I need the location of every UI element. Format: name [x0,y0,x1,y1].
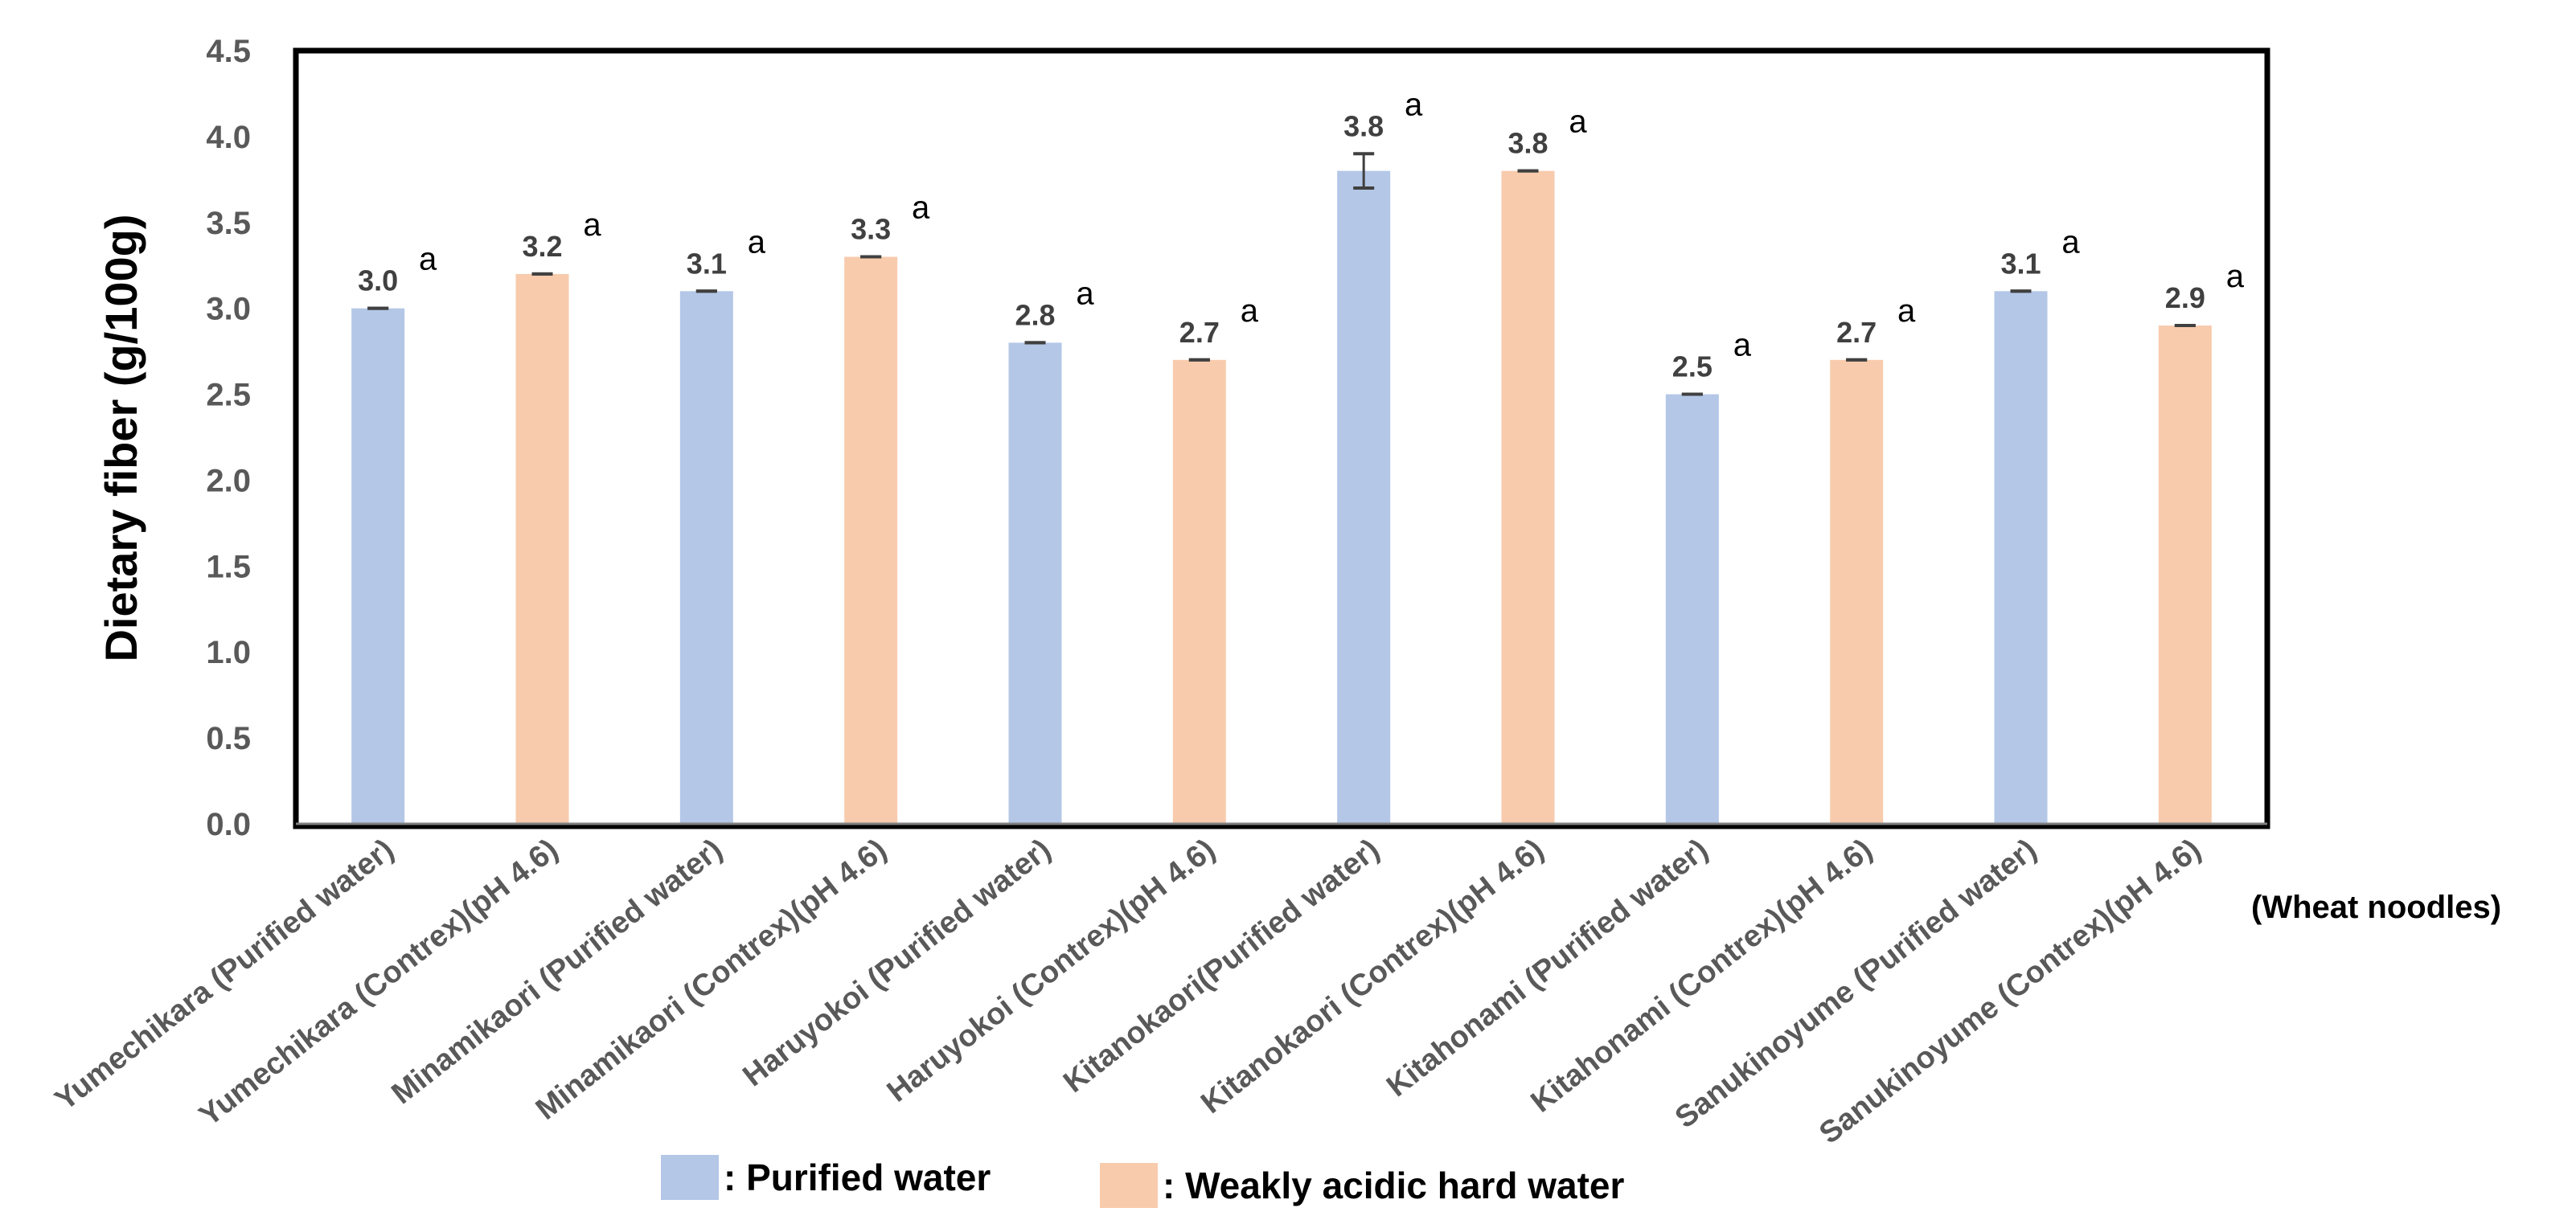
bar [1994,291,2048,824]
significance-letter: a [2061,224,2080,260]
legend-label: : Weakly acidic hard water [1163,1165,1624,1206]
significance-letter: a [912,190,930,226]
x-tick-label: Kitahonami (Contrex)(pH 4.6) [1525,833,1879,1120]
y-axis-title: Dietary fiber (g/100g) [96,214,146,661]
legend-swatch [1100,1163,1158,1208]
bar [679,291,733,824]
x-tick-label: Haruyokoi (Contrex)(pH 4.6) [881,833,1222,1109]
significance-letter: a [1569,104,1587,140]
x-tick-label: Kitahonami (Purified water) [1380,833,1714,1103]
error-bar [1353,152,1375,190]
bar [515,273,569,824]
y-tick-label: 4.0 [206,120,251,155]
bar [1172,359,1226,824]
legend-swatch [661,1155,719,1200]
x-tick-label: Sanukinoyume (Purified water) [1669,833,2043,1135]
data-label: 3.1 [687,247,727,280]
y-tick-label: 3.5 [206,206,251,241]
data-label: 3.2 [522,230,562,263]
data-label: 2.7 [1836,316,1877,349]
bar [844,256,898,824]
significance-letter: a [1241,293,1259,329]
x-tick-label: Kitanokaori(Purified water) [1057,833,1386,1099]
data-label: 3.0 [358,264,398,297]
bar [2158,325,2212,824]
bar [1337,170,1391,825]
y-tick-label: 2.0 [206,463,251,498]
significance-letter: a [583,207,601,243]
legend-label: : Purified water [724,1157,991,1198]
x-axis-note: (Wheat noodles) [2251,890,2501,925]
data-label: 2.7 [1179,316,1220,349]
significance-letter: a [1405,87,1423,122]
y-axis: 0.0 0.5 1.0 1.5 2.0 2.5 3.0 3.5 4.0 4.5 [206,34,251,842]
x-tick-label: Haruyokoi (Purified water) [736,833,1057,1093]
data-label: 3.3 [851,213,891,246]
x-tick-label: Minamikaori (Purified water) [386,833,729,1111]
y-tick-label: 0.0 [206,807,251,842]
significance-letter: a [1076,276,1094,311]
legend-item: : Weakly acidic hard water [1100,1163,1624,1208]
data-label: 3.1 [2000,247,2041,280]
data-label: 2.9 [2165,281,2205,314]
y-tick-label: 0.5 [206,721,251,756]
x-tick-label: Kitanokaori (Contrex)(pH 4.6) [1195,833,1550,1120]
data-label: 3.8 [1507,127,1548,160]
plot-frame [293,47,2270,829]
legend-item: : Purified water [661,1155,991,1200]
data-label: 3.8 [1343,109,1384,142]
significance-letter: a [748,224,766,260]
data-label: 2.5 [1672,350,1713,383]
significance-letter: a [1733,328,1752,363]
significance-letter: a [2226,259,2245,294]
significance-letter: a [419,242,437,277]
bar [1665,394,1719,824]
x-tick-label: Yumechikara (Contrex)(pH 4.6) [193,833,564,1133]
y-tick-label: 1.5 [206,549,251,584]
bar [1008,342,1062,824]
bars: 3.0 a 3.2 a 3.1 a 3.3 a 2.8 a 2.7 a 3.8 a 3.8 a 2.5 a 2.7 a… [351,87,2245,825]
bar [351,308,405,825]
data-label: 2.8 [1015,298,1055,331]
x-tick-label: Yumechikara (Purified water) [49,833,400,1117]
y-tick-label: 2.5 [206,378,251,413]
bar [1830,359,1884,824]
x-axis-labels: Yumechikara (Purified water)Yumechikara … [49,833,2208,1151]
significance-letter: a [1897,293,1916,329]
legend: : Purified water : Weakly acidic hard wat… [661,1155,1624,1208]
bar [1501,170,1555,825]
y-tick-label: 4.5 [206,34,251,69]
y-tick-label: 1.0 [206,635,251,670]
y-tick-label: 3.0 [206,292,251,327]
x-tick-label: Minamikaori (Contrex)(pH 4.6) [530,833,893,1127]
